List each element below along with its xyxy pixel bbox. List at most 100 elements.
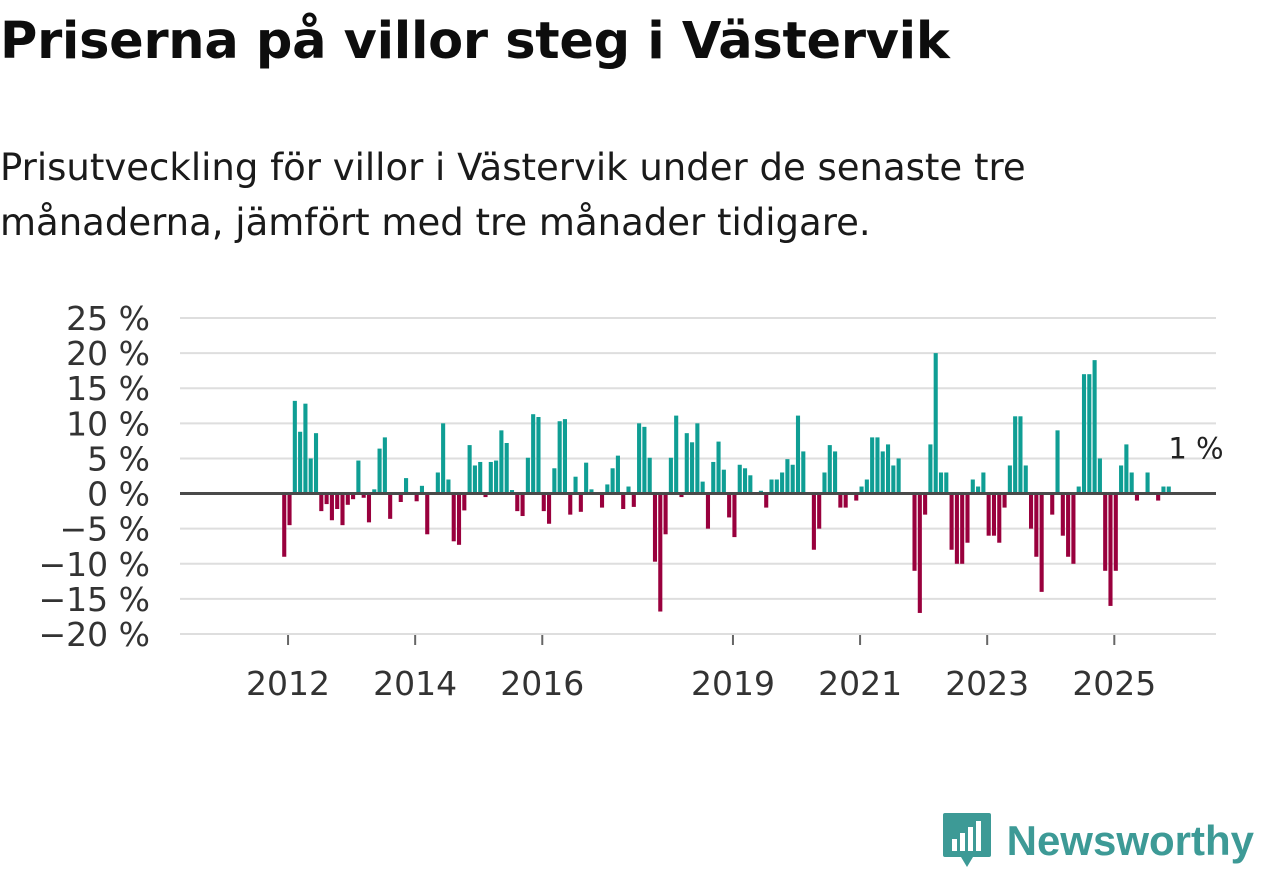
- bar: [970, 479, 975, 494]
- bar: [372, 489, 377, 494]
- bar: [859, 486, 864, 494]
- bar: [827, 445, 832, 494]
- bar: [965, 493, 970, 543]
- bar: [854, 493, 859, 501]
- y-tick-label: 5 %: [87, 439, 150, 478]
- y-tick-label: −10 %: [39, 545, 151, 584]
- bar: [822, 472, 827, 494]
- bar: [626, 486, 631, 494]
- bar: [531, 414, 536, 494]
- bar: [499, 430, 504, 494]
- x-tick-label: 2016: [500, 664, 584, 703]
- bar: [981, 472, 986, 494]
- bar: [1081, 374, 1087, 494]
- bar: [795, 415, 801, 494]
- bar: [446, 479, 451, 494]
- bar: [885, 444, 891, 494]
- bar: [488, 461, 493, 494]
- y-axis-labels: −20 %−15 %−10 %−5 %0 %5 %10 %15 %20 %25 …: [39, 299, 151, 654]
- bar: [1007, 465, 1012, 494]
- x-tick-label: 2012: [246, 664, 330, 703]
- bar: [1124, 444, 1129, 494]
- bar: [308, 458, 313, 494]
- bar-chart: −20 %−15 %−10 %−5 %0 %5 %10 %15 %20 %25 …: [39, 299, 1224, 703]
- bar: [1034, 493, 1039, 557]
- bar: [573, 476, 578, 494]
- bar: [1092, 360, 1097, 494]
- bar: [716, 441, 721, 494]
- bar: [478, 461, 483, 494]
- bar: [976, 486, 981, 494]
- bar: [928, 444, 933, 494]
- bar: [891, 465, 896, 494]
- y-tick-label: −5 %: [60, 510, 151, 549]
- bar: [377, 448, 382, 494]
- bar: [917, 493, 922, 613]
- bar: [1013, 416, 1018, 494]
- bar: [1060, 493, 1065, 536]
- bar: [674, 415, 679, 494]
- bar: [1134, 493, 1140, 501]
- bar: [631, 493, 636, 507]
- bar: [356, 460, 361, 494]
- bar: [441, 423, 446, 494]
- bar: [435, 472, 440, 494]
- bar: [679, 493, 684, 498]
- bar: [838, 493, 843, 508]
- bar: [711, 461, 716, 494]
- y-tick-label: 10 %: [66, 404, 150, 443]
- bar: [345, 493, 350, 505]
- bar: [541, 493, 546, 512]
- y-tick-label: 15 %: [66, 369, 150, 408]
- bar: [425, 493, 430, 535]
- bar: [351, 493, 356, 500]
- bar: [769, 479, 774, 494]
- bar: [1087, 374, 1092, 494]
- bar: [282, 493, 287, 557]
- bar: [870, 437, 875, 494]
- brand-logo-block: Newsworthy: [941, 811, 1254, 871]
- bar: [525, 457, 530, 494]
- y-tick-label: −20 %: [39, 615, 151, 654]
- newsworthy-logo-icon: [942, 813, 991, 867]
- bar: [695, 423, 700, 494]
- y-tick-label: −15 %: [39, 580, 151, 619]
- bar: [462, 493, 467, 511]
- bar: [811, 493, 816, 550]
- bar: [1066, 493, 1071, 557]
- bar: [700, 481, 705, 494]
- bar: [414, 493, 419, 502]
- bar: [615, 455, 620, 494]
- bar: [991, 493, 997, 536]
- bar: [292, 400, 297, 494]
- bar: [1108, 493, 1113, 606]
- bar: [1161, 486, 1166, 494]
- bar: [742, 468, 748, 494]
- bar: [1129, 472, 1134, 494]
- bar: [599, 493, 605, 508]
- bar: [1119, 465, 1124, 494]
- bar: [748, 475, 753, 494]
- bar: [324, 493, 329, 505]
- bar: [705, 493, 711, 529]
- bar: [764, 493, 769, 508]
- chart-subtitle: Prisutveckling för villor i Västervik un…: [0, 146, 1026, 244]
- bar: [737, 464, 742, 494]
- bar: [652, 493, 658, 562]
- bar: [780, 472, 785, 494]
- bar: [589, 489, 594, 494]
- bar: [938, 472, 944, 494]
- bar: [732, 493, 737, 538]
- bar: [663, 493, 668, 535]
- bar: [1029, 493, 1034, 529]
- bar: [398, 493, 403, 502]
- bar: [637, 423, 642, 494]
- bar: [1145, 472, 1150, 494]
- bar: [923, 493, 928, 515]
- bar: [864, 479, 869, 494]
- bar: [1039, 493, 1044, 592]
- bar: [313, 433, 319, 494]
- bar: [340, 493, 345, 526]
- bar: [986, 493, 991, 536]
- bar: [419, 485, 424, 494]
